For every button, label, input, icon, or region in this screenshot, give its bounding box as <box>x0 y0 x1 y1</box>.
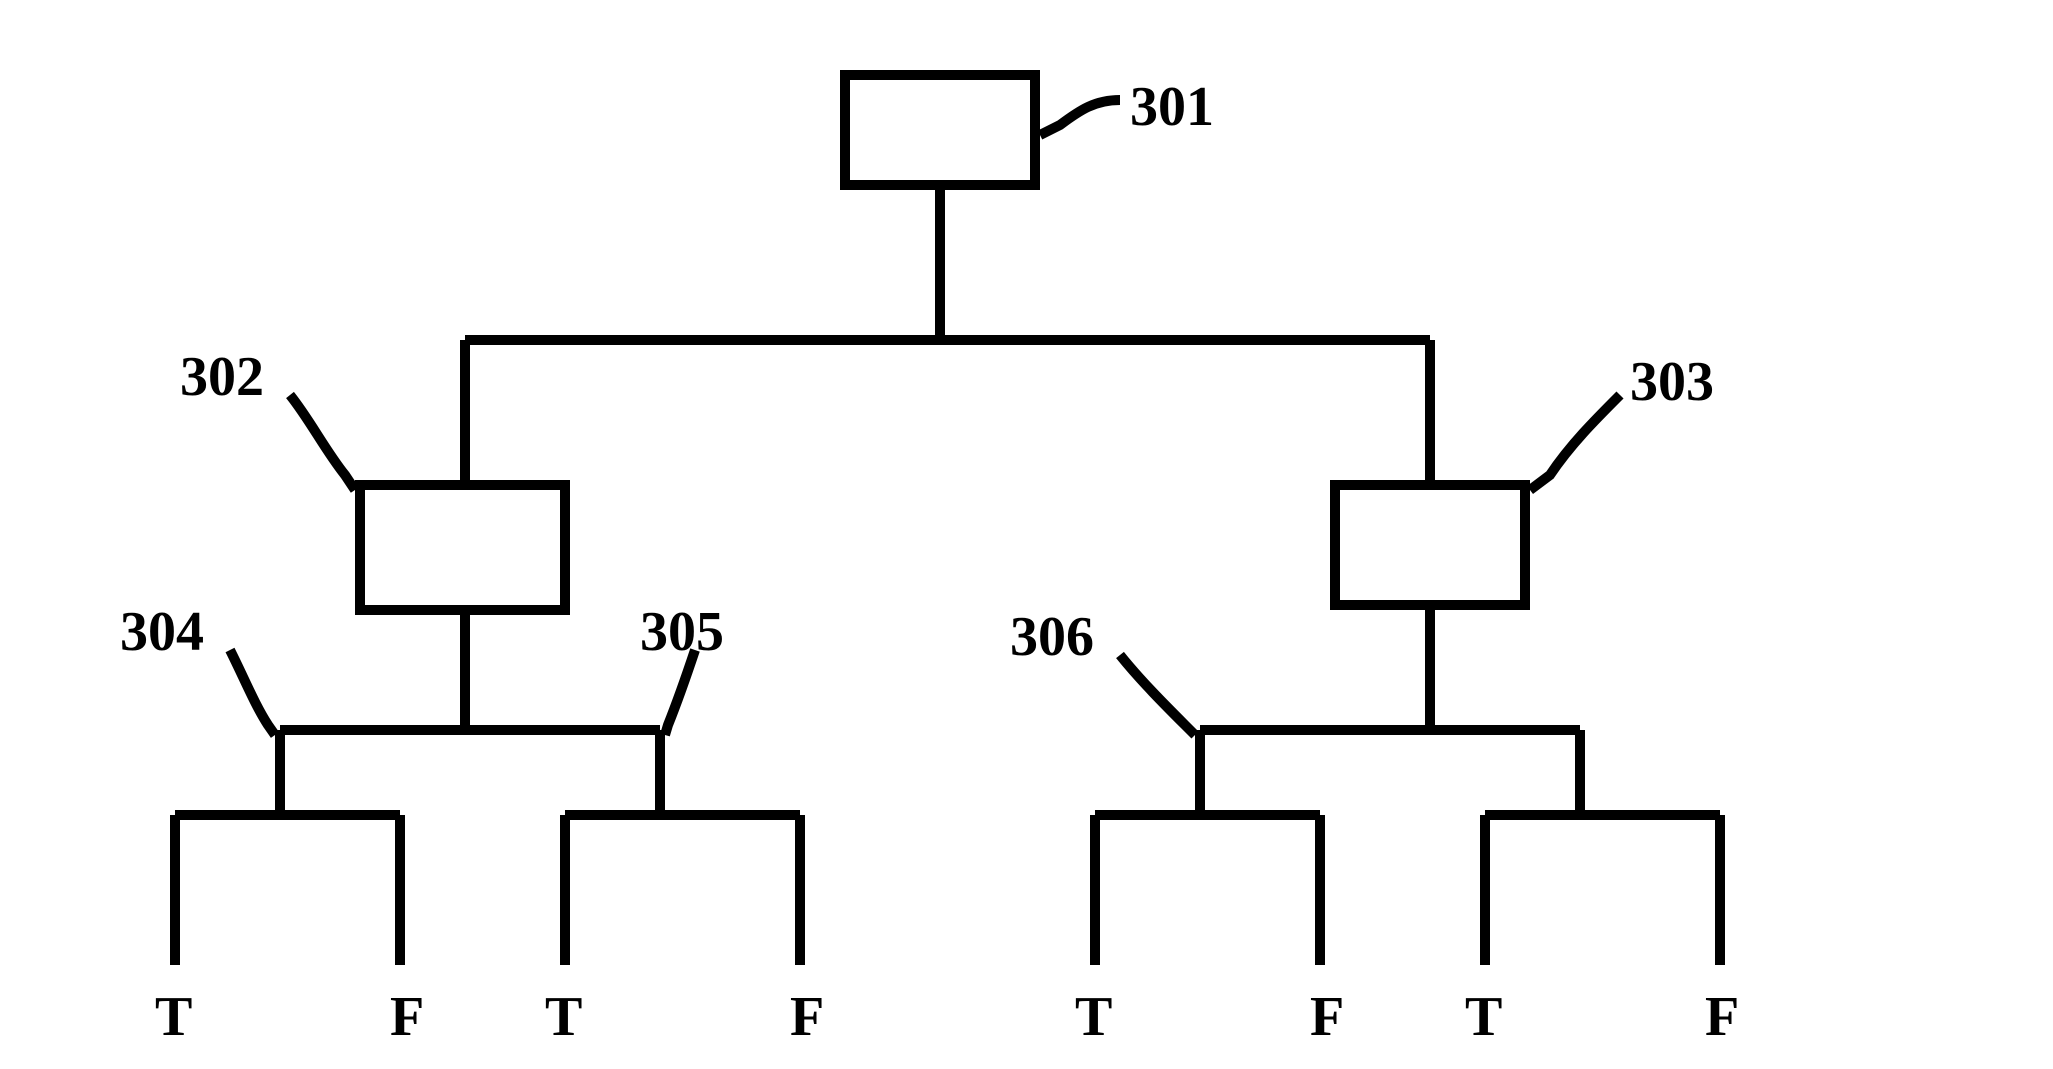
leaf-7: F <box>1705 985 1739 1049</box>
label-303: 303 <box>1630 350 1714 414</box>
leaf-3: F <box>790 985 824 1049</box>
label-304: 304 <box>120 600 204 664</box>
leaf-4: T <box>1075 985 1112 1049</box>
leaf-0: T <box>155 985 192 1049</box>
leaf-6: T <box>1465 985 1502 1049</box>
label-301: 301 <box>1130 75 1214 139</box>
leaf-1: F <box>390 985 424 1049</box>
label-306: 306 <box>1010 605 1094 669</box>
label-305: 305 <box>640 600 724 664</box>
node-303 <box>1330 480 1530 610</box>
tree-diagram: 301 302 303 304 305 306 T F T F T F T F <box>0 0 2053 1069</box>
label-302: 302 <box>180 345 264 409</box>
node-302 <box>355 480 570 615</box>
leaf-5: F <box>1310 985 1344 1049</box>
leaf-2: T <box>545 985 582 1049</box>
node-301 <box>840 70 1040 190</box>
